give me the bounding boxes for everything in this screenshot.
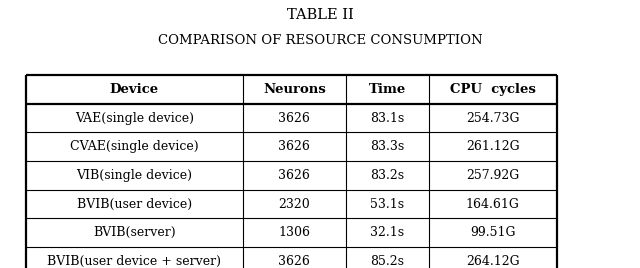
Text: 83.3s: 83.3s [370,140,404,153]
Text: 3626: 3626 [278,111,310,125]
Text: 1306: 1306 [278,226,310,239]
Text: 32.1s: 32.1s [370,226,404,239]
Text: 2320: 2320 [278,198,310,211]
Text: 53.1s: 53.1s [370,198,404,211]
Text: VIB(single device): VIB(single device) [76,169,193,182]
Text: 83.2s: 83.2s [370,169,404,182]
Text: BVIB(user device): BVIB(user device) [77,198,192,211]
Text: BVIB(user device + server): BVIB(user device + server) [47,255,221,268]
Text: 3626: 3626 [278,169,310,182]
Text: BVIB(server): BVIB(server) [93,226,176,239]
Text: 99.51G: 99.51G [470,226,516,239]
Text: COMPARISON OF RESOURCE CONSUMPTION: COMPARISON OF RESOURCE CONSUMPTION [157,34,483,47]
Text: 264.12G: 264.12G [466,255,520,268]
Text: 83.1s: 83.1s [370,111,404,125]
Text: 85.2s: 85.2s [370,255,404,268]
Text: CPU  cycles: CPU cycles [450,83,536,96]
Text: 164.61G: 164.61G [466,198,520,211]
Text: Time: Time [369,83,406,96]
Text: TABLE II: TABLE II [287,8,353,22]
Text: 3626: 3626 [278,140,310,153]
Text: CVAE(single device): CVAE(single device) [70,140,198,153]
Text: 254.73G: 254.73G [466,111,520,125]
Text: Device: Device [110,83,159,96]
Text: 3626: 3626 [278,255,310,268]
Text: 257.92G: 257.92G [466,169,520,182]
Text: 261.12G: 261.12G [466,140,520,153]
Text: Neurons: Neurons [263,83,326,96]
Text: VAE(single device): VAE(single device) [75,111,194,125]
